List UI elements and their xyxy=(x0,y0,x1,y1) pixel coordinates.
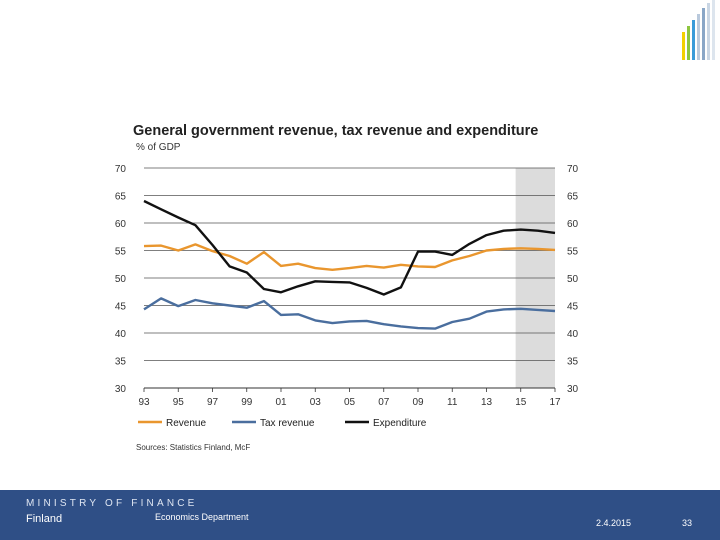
series-lines xyxy=(143,199,556,330)
legend-label: Revenue xyxy=(166,418,206,429)
y-tick-label-right: 45 xyxy=(567,302,579,313)
y-tick-label-left: 30 xyxy=(115,384,127,395)
country-name: Finland xyxy=(26,513,63,525)
brand-bars-logo xyxy=(680,0,720,60)
y-tick-label-left: 45 xyxy=(115,302,127,313)
chart-plot: 70 65 60 55 50 45 40 35 30 70 65 60 55 50 45 40 35 30 93… xyxy=(115,164,579,429)
x-tick-label: 11 xyxy=(447,397,458,408)
y-tick-label-right: 40 xyxy=(567,329,579,340)
series-line-revenue xyxy=(143,243,556,271)
right-y-tick-labels: 70 65 60 55 50 45 40 35 30 xyxy=(567,164,579,395)
y-tick-label-left: 60 xyxy=(115,219,127,230)
gridlines xyxy=(144,167,555,361)
y-tick-label-right: 60 xyxy=(567,219,579,230)
footer-bar: MINISTRY OF FINANCE Finland Economics De… xyxy=(0,490,720,540)
x-tick-label: 95 xyxy=(173,397,185,408)
series-line-tax-revenue xyxy=(143,297,556,330)
x-tick-label: 05 xyxy=(344,397,356,408)
slide-date: 2.4.2015 xyxy=(596,518,632,528)
chart-title: General government revenue, tax revenue … xyxy=(133,123,539,139)
y-tick-label-left: 35 xyxy=(115,357,127,368)
y-tick-label-right: 35 xyxy=(567,357,579,368)
x-tick-label: 07 xyxy=(378,397,390,408)
x-tick-label: 99 xyxy=(241,397,253,408)
y-tick-label-left: 55 xyxy=(115,247,127,258)
y-tick-label-right: 70 xyxy=(567,164,579,175)
left-y-tick-labels: 70 65 60 55 50 45 40 35 30 xyxy=(115,164,127,395)
chart: 70 65 60 55 50 45 40 35 30 70 65 60 55 50 45 40 35 30 93… xyxy=(100,118,600,458)
y-tick-label-right: 30 xyxy=(567,384,579,395)
chart-source: Sources: Statistics Finland, McF xyxy=(136,443,251,452)
x-tick-label: 03 xyxy=(310,397,322,408)
x-tick-labels: 93 95 97 99 01 03 05 07 09 11 13 15 17 xyxy=(138,397,561,408)
department-name: Economics Department xyxy=(155,512,249,522)
legend: Revenue Tax revenue Expenditure xyxy=(138,418,427,429)
legend-label: Expenditure xyxy=(373,418,427,429)
x-tick-label: 01 xyxy=(275,397,287,408)
ministry-name: MINISTRY OF FINANCE xyxy=(26,498,198,509)
x-tick-label: 93 xyxy=(138,397,150,408)
y-tick-label-right: 50 xyxy=(567,274,579,285)
y-tick-label-right: 65 xyxy=(567,192,579,203)
x-tick-label: 09 xyxy=(412,397,424,408)
y-tick-label-left: 40 xyxy=(115,329,127,340)
series-line-expenditure xyxy=(143,199,556,296)
y-tick-label-right: 55 xyxy=(567,247,579,258)
legend-label: Tax revenue xyxy=(260,418,315,429)
x-tick-label: 17 xyxy=(549,397,561,408)
y-axis-unit: % of GDP xyxy=(136,142,181,153)
y-tick-label-left: 65 xyxy=(115,192,127,203)
y-tick-label-left: 70 xyxy=(115,164,127,175)
x-tick-label: 15 xyxy=(515,397,527,408)
x-tick-label: 13 xyxy=(481,397,493,408)
y-tick-label-left: 50 xyxy=(115,274,127,285)
x-tick-label: 97 xyxy=(207,397,219,408)
axes xyxy=(143,387,556,392)
page-number: 33 xyxy=(682,518,693,528)
